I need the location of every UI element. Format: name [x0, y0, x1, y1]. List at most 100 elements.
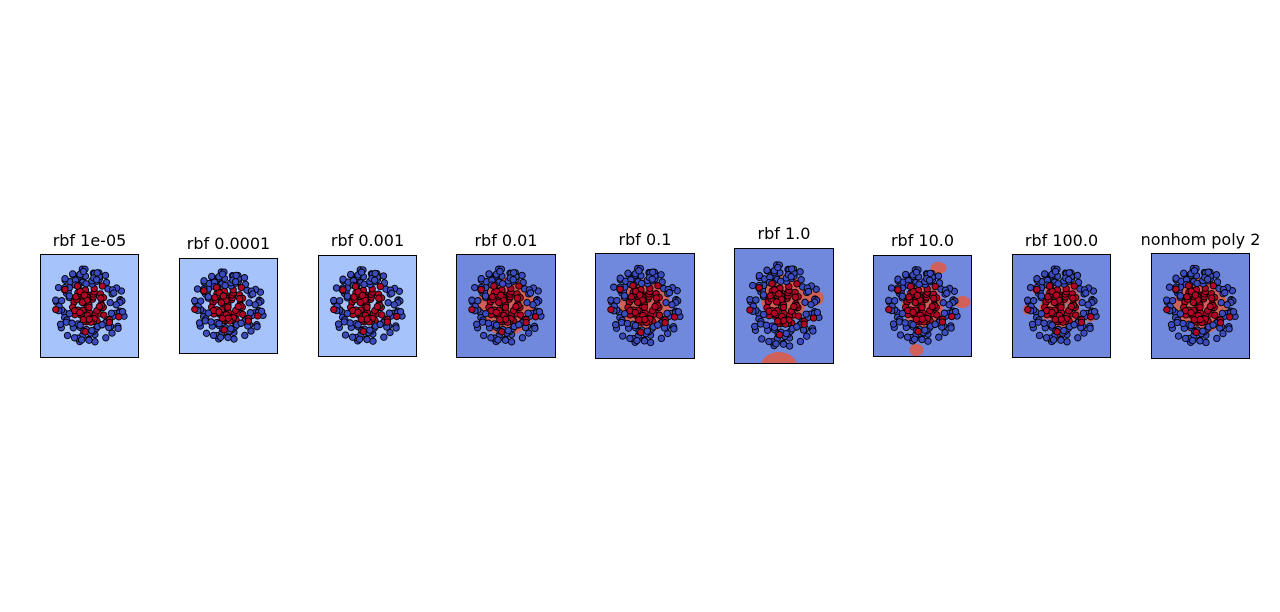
data-point: [70, 334, 79, 342]
data-point: [1212, 271, 1221, 279]
data-point: [1057, 303, 1065, 311]
data-point: [636, 291, 644, 299]
data-point: [496, 267, 504, 276]
data-point: [100, 311, 108, 319]
data-point: [204, 293, 213, 301]
axes-frame: [595, 253, 695, 359]
data-point: [341, 331, 350, 339]
data-point: [1181, 334, 1190, 343]
data-point: [1213, 334, 1221, 343]
data-point: [249, 290, 257, 298]
data-point: [246, 309, 255, 317]
data-point: [110, 289, 118, 297]
data-point: [106, 298, 114, 307]
data-point: [941, 328, 949, 337]
data-point: [526, 289, 535, 297]
data-point: [1079, 309, 1088, 317]
data-point: [375, 294, 383, 302]
data-point: [1078, 298, 1086, 307]
data-point: [1211, 311, 1219, 319]
scatter-points: [746, 261, 823, 350]
data-point: [1174, 332, 1183, 340]
data-point: [230, 335, 238, 343]
data-point: [633, 336, 641, 345]
data-point: [940, 309, 949, 317]
data-point: [224, 333, 232, 342]
panel-3: rbf 0.001: [318, 231, 417, 357]
data-point: [607, 296, 615, 304]
data-point: [1191, 291, 1200, 299]
data-point: [355, 335, 364, 343]
axes-frame: [734, 248, 834, 364]
data-point: [61, 275, 69, 283]
data-point: [468, 296, 476, 304]
data-point: [468, 305, 476, 314]
data-point: [1064, 276, 1073, 284]
data-point: [1217, 298, 1225, 307]
data-point: [1192, 328, 1200, 336]
panel-title: rbf 1e-05: [53, 231, 127, 250]
data-point: [670, 325, 678, 333]
data-point: [926, 269, 934, 278]
data-point: [619, 332, 627, 340]
data-point: [1208, 294, 1216, 302]
data-point: [378, 311, 386, 319]
data-point: [63, 331, 72, 340]
data-point: [770, 323, 779, 332]
data-point: [509, 276, 517, 284]
data-point: [1033, 275, 1041, 283]
data-point: [1049, 336, 1058, 344]
data-point: [629, 281, 637, 290]
data-point: [76, 321, 84, 329]
data-point: [1037, 292, 1046, 300]
data-point: [209, 331, 218, 340]
data-point: [480, 331, 488, 340]
axes-frame: [179, 258, 278, 354]
data-point: [498, 280, 507, 288]
data-point: [215, 320, 223, 328]
data-point: [354, 308, 362, 316]
data-point: [651, 302, 659, 311]
panel-title: rbf 0.001: [331, 231, 404, 250]
data-point: [1179, 319, 1187, 328]
data-point: [78, 298, 86, 307]
data-point: [385, 309, 394, 317]
data-point: [1190, 267, 1199, 275]
data-point: [1202, 338, 1210, 347]
data-point: [1223, 301, 1231, 309]
data-point: [938, 318, 947, 326]
data-point: [617, 318, 626, 327]
data-point: [390, 301, 398, 309]
data-point: [218, 270, 227, 278]
data-point: [68, 319, 76, 327]
data-point: [624, 269, 632, 277]
panel-8: rbf 100.0: [1012, 231, 1111, 358]
data-point: [813, 308, 822, 317]
data-point: [231, 278, 240, 286]
data-point: [1045, 282, 1054, 290]
data-point: [91, 338, 99, 346]
data-point: [115, 313, 123, 321]
data-point: [755, 283, 763, 292]
data-point: [921, 326, 929, 334]
data-point: [664, 329, 672, 338]
data-point: [655, 311, 664, 319]
data-point: [217, 299, 225, 307]
data-point: [793, 280, 801, 288]
data-point: [756, 320, 765, 328]
data-point: [516, 311, 525, 319]
data-point: [200, 287, 208, 295]
data-point: [1070, 282, 1078, 290]
data-point: [360, 280, 368, 288]
data-point: [81, 328, 89, 336]
data-point: [1180, 269, 1188, 277]
data-point: [492, 308, 501, 317]
data-point: [912, 315, 920, 323]
data-point: [495, 298, 503, 307]
data-point: [471, 283, 479, 292]
data-point: [909, 321, 917, 329]
data-point: [803, 332, 811, 340]
data-point: [913, 291, 922, 300]
data-point: [1065, 269, 1073, 277]
data-point: [191, 305, 199, 313]
